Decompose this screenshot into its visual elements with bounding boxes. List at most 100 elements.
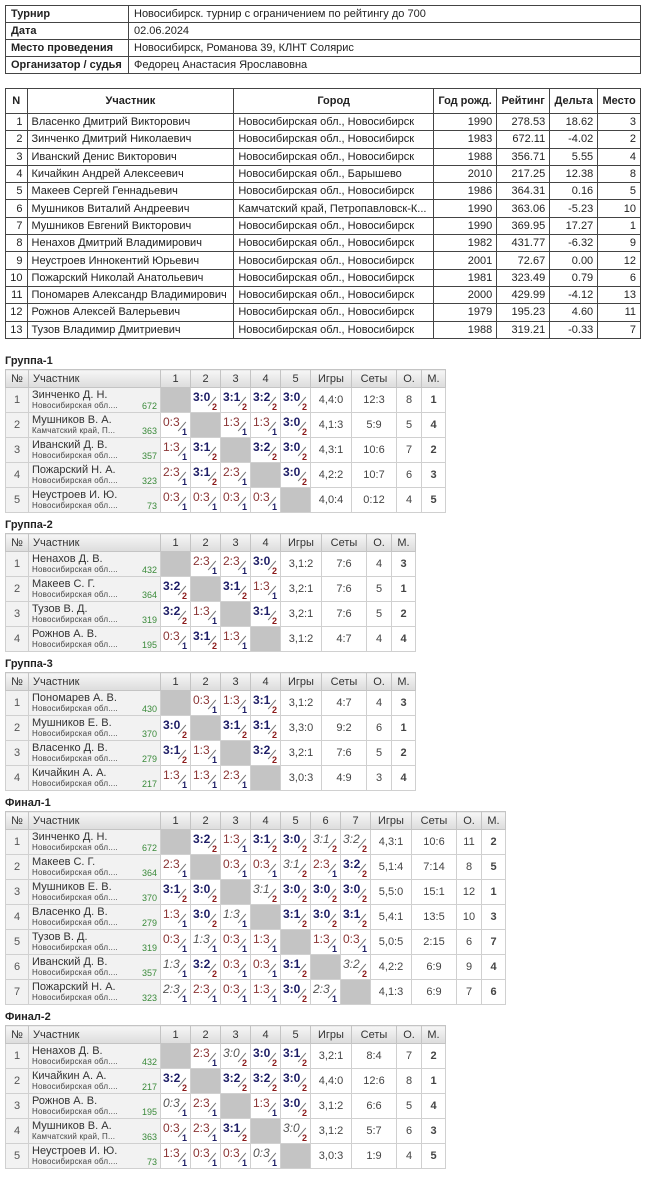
match-result-cell[interactable]: 1:3 1 — [250, 979, 281, 1005]
match-result-cell[interactable]: 3:1 2 — [220, 576, 251, 602]
match-result-cell[interactable]: 3:1 2 — [250, 715, 281, 741]
match-result-cell[interactable]: 2:3 1 — [220, 765, 251, 791]
match-result-cell[interactable]: 3:2 2 — [190, 954, 221, 980]
match-result-cell[interactable]: 1:3 1 — [220, 412, 251, 438]
match-result-cell[interactable]: 2:3 1 — [190, 979, 221, 1005]
match-result-cell[interactable]: 3:1 2 — [250, 690, 281, 716]
match-result-cell[interactable]: 3:2 2 — [340, 829, 371, 855]
match-result-cell[interactable]: 1:3 1 — [250, 412, 281, 438]
match-result-cell[interactable]: 3:0 2 — [220, 1043, 251, 1069]
match-result-cell[interactable]: 3:0 2 — [250, 551, 281, 577]
match-result-cell[interactable]: 3:0 2 — [280, 1118, 311, 1144]
match-result-cell[interactable]: 3:0 2 — [280, 387, 311, 413]
match-result-cell[interactable]: 1:3 1 — [250, 929, 281, 955]
match-result-cell[interactable]: 3:1 2 — [250, 829, 281, 855]
match-result-cell[interactable]: 0:3 1 — [160, 1118, 191, 1144]
match-result-cell[interactable]: 3:0 2 — [280, 462, 311, 488]
match-result-cell[interactable]: 3:2 2 — [250, 437, 281, 463]
match-result-cell[interactable]: 3:0 2 — [280, 1093, 311, 1119]
match-result-cell[interactable]: 3:0 2 — [280, 412, 311, 438]
match-result-cell[interactable]: 3:1 2 — [220, 715, 251, 741]
match-result-cell[interactable]: 3:0 2 — [280, 1068, 311, 1094]
match-result-cell[interactable]: 1:3 1 — [250, 1093, 281, 1119]
match-result-cell[interactable]: 2:3 1 — [190, 1043, 221, 1069]
match-result-cell[interactable]: 1:3 1 — [190, 765, 221, 791]
match-result-cell[interactable]: 1:3 1 — [220, 626, 251, 652]
match-result-cell[interactable]: 3:1 2 — [280, 954, 311, 980]
match-result-cell[interactable]: 3:0 2 — [250, 1043, 281, 1069]
match-result-cell[interactable]: 2:3 1 — [160, 854, 191, 880]
match-result-cell[interactable]: 1:3 1 — [160, 1143, 191, 1169]
match-result-cell[interactable]: 3:1 2 — [190, 462, 221, 488]
match-result-cell[interactable]: 3:2 2 — [160, 576, 191, 602]
match-result-cell[interactable]: 0:3 1 — [340, 929, 371, 955]
match-result-cell[interactable]: 3:1 2 — [250, 879, 281, 905]
match-result-cell[interactable]: 3:0 2 — [280, 829, 311, 855]
match-result-cell[interactable]: 1:3 1 — [310, 929, 341, 955]
match-result-cell[interactable]: 2:3 1 — [220, 551, 251, 577]
match-result-cell[interactable]: 0:3 1 — [220, 854, 251, 880]
match-result-cell[interactable]: 3:2 2 — [160, 601, 191, 627]
match-result-cell[interactable]: 3:1 2 — [310, 829, 341, 855]
match-result-cell[interactable]: 0:3 1 — [220, 979, 251, 1005]
match-result-cell[interactable]: 3:0 2 — [340, 879, 371, 905]
match-result-cell[interactable]: 3:2 2 — [220, 1068, 251, 1094]
match-result-cell[interactable]: 1:3 1 — [160, 765, 191, 791]
match-result-cell[interactable]: 3:2 2 — [250, 387, 281, 413]
match-result-cell[interactable]: 3:0 2 — [280, 979, 311, 1005]
match-result-cell[interactable]: 3:0 2 — [190, 879, 221, 905]
match-result-cell[interactable]: 0:3 1 — [160, 1093, 191, 1119]
match-result-cell[interactable]: 3:0 2 — [190, 904, 221, 930]
match-result-cell[interactable]: 1:3 1 — [190, 740, 221, 766]
match-result-cell[interactable]: 3:1 2 — [280, 854, 311, 880]
match-result-cell[interactable]: 0:3 1 — [220, 1143, 251, 1169]
match-result-cell[interactable]: 3:2 2 — [340, 954, 371, 980]
match-result-cell[interactable]: 0:3 1 — [190, 1143, 221, 1169]
match-result-cell[interactable]: 0:3 1 — [160, 487, 191, 513]
match-result-cell[interactable]: 0:3 1 — [160, 626, 191, 652]
match-result-cell[interactable]: 0:3 1 — [250, 487, 281, 513]
match-result-cell[interactable]: 0:3 1 — [220, 929, 251, 955]
match-result-cell[interactable]: 3:0 2 — [280, 879, 311, 905]
match-result-cell[interactable]: 3:0 2 — [190, 387, 221, 413]
match-result-cell[interactable]: 1:3 1 — [250, 576, 281, 602]
match-result-cell[interactable]: 3:1 2 — [340, 904, 371, 930]
match-result-cell[interactable]: 3:0 2 — [310, 879, 341, 905]
match-result-cell[interactable]: 0:3 1 — [220, 487, 251, 513]
match-result-cell[interactable]: 1:3 1 — [160, 904, 191, 930]
match-result-cell[interactable]: 1:3 1 — [160, 437, 191, 463]
match-result-cell[interactable]: 0:3 1 — [250, 954, 281, 980]
match-result-cell[interactable]: 2:3 1 — [310, 979, 341, 1005]
match-result-cell[interactable]: 1:3 1 — [220, 904, 251, 930]
match-result-cell[interactable]: 3:2 2 — [190, 829, 221, 855]
match-result-cell[interactable]: 2:3 1 — [220, 462, 251, 488]
match-result-cell[interactable]: 0:3 1 — [190, 690, 221, 716]
match-result-cell[interactable]: 0:3 1 — [250, 854, 281, 880]
match-result-cell[interactable]: 2:3 1 — [310, 854, 341, 880]
match-result-cell[interactable]: 3:1 2 — [220, 1118, 251, 1144]
match-result-cell[interactable]: 2:3 1 — [160, 979, 191, 1005]
match-result-cell[interactable]: 3:1 2 — [190, 626, 221, 652]
match-result-cell[interactable]: 0:3 1 — [160, 412, 191, 438]
match-result-cell[interactable]: 3:1 2 — [280, 1043, 311, 1069]
match-result-cell[interactable]: 3:0 2 — [310, 904, 341, 930]
match-result-cell[interactable]: 3:2 2 — [250, 1068, 281, 1094]
match-result-cell[interactable]: 0:3 1 — [220, 954, 251, 980]
match-result-cell[interactable]: 1:3 1 — [190, 929, 221, 955]
match-result-cell[interactable]: 3:2 2 — [340, 854, 371, 880]
match-result-cell[interactable]: 3:1 2 — [280, 904, 311, 930]
match-result-cell[interactable]: 0:3 1 — [250, 1143, 281, 1169]
match-result-cell[interactable]: 1:3 1 — [220, 829, 251, 855]
match-result-cell[interactable]: 2:3 1 — [190, 1093, 221, 1119]
match-result-cell[interactable]: 3:0 2 — [160, 715, 191, 741]
match-result-cell[interactable]: 1:3 1 — [220, 690, 251, 716]
match-result-cell[interactable]: 2:3 1 — [190, 1118, 221, 1144]
match-result-cell[interactable]: 3:1 2 — [190, 437, 221, 463]
match-result-cell[interactable]: 1:3 1 — [190, 601, 221, 627]
match-result-cell[interactable]: 3:2 2 — [250, 740, 281, 766]
match-result-cell[interactable]: 2:3 1 — [190, 551, 221, 577]
match-result-cell[interactable]: 3:1 2 — [160, 740, 191, 766]
match-result-cell[interactable]: 3:0 2 — [280, 437, 311, 463]
match-result-cell[interactable]: 2:3 1 — [160, 462, 191, 488]
match-result-cell[interactable]: 0:3 1 — [160, 929, 191, 955]
